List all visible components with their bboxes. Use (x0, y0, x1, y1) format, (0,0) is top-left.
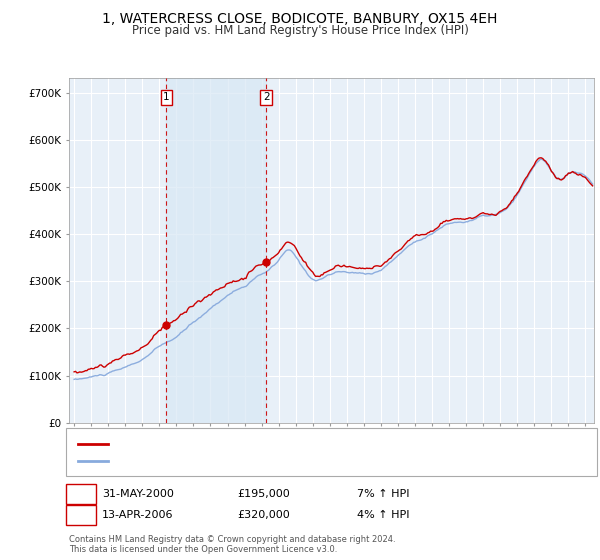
Text: Price paid vs. HM Land Registry's House Price Index (HPI): Price paid vs. HM Land Registry's House … (131, 24, 469, 36)
Bar (166, 78, 266, 423)
Text: 1, WATERCRESS CLOSE, BODICOTE, BANBURY, OX15 4EH: 1, WATERCRESS CLOSE, BODICOTE, BANBURY, … (103, 12, 497, 26)
Text: HPI: Average price, detached house, Cherwell: HPI: Average price, detached house, Cher… (114, 456, 337, 465)
Text: 7% ↑ HPI: 7% ↑ HPI (357, 489, 409, 499)
Text: 1: 1 (163, 92, 170, 102)
Text: £195,000: £195,000 (237, 489, 290, 499)
Text: 1: 1 (77, 489, 85, 499)
Text: 2: 2 (263, 92, 269, 102)
Text: 1, WATERCRESS CLOSE, BODICOTE, BANBURY, OX15 4EH (detached house): 1, WATERCRESS CLOSE, BODICOTE, BANBURY, … (114, 439, 481, 449)
Text: 2: 2 (77, 510, 85, 520)
Text: 4% ↑ HPI: 4% ↑ HPI (357, 510, 409, 520)
Text: 13-APR-2006: 13-APR-2006 (102, 510, 173, 520)
Text: 31-MAY-2000: 31-MAY-2000 (102, 489, 174, 499)
Text: Contains HM Land Registry data © Crown copyright and database right 2024.
This d: Contains HM Land Registry data © Crown c… (69, 535, 395, 554)
Text: £320,000: £320,000 (237, 510, 290, 520)
